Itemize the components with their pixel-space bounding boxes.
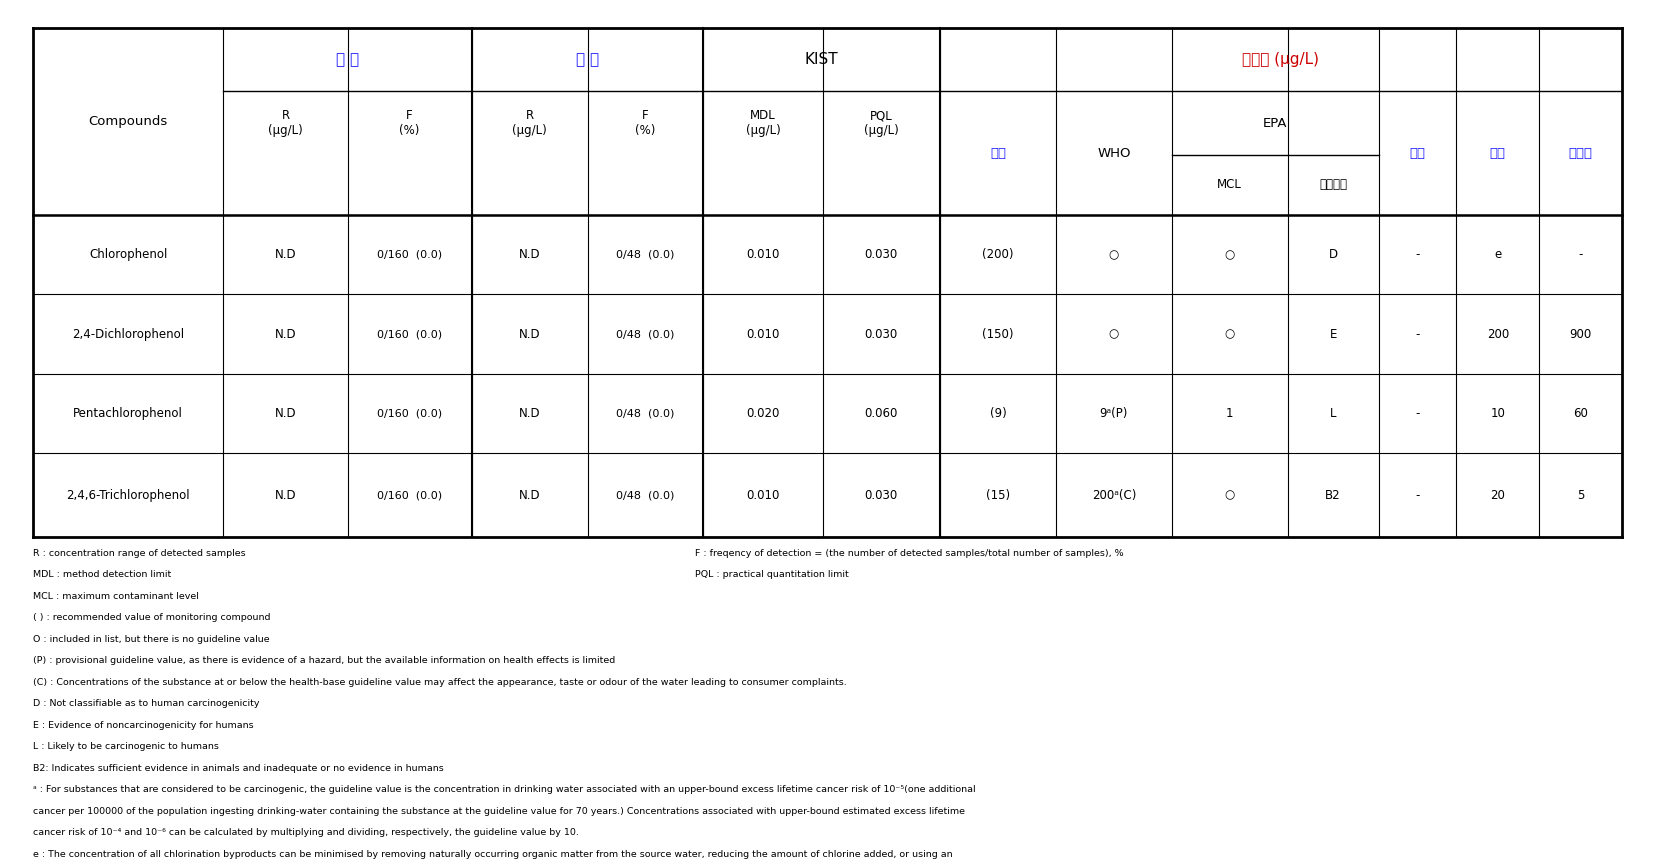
Text: 0.030: 0.030 — [864, 327, 899, 340]
Text: ( ) : recommended value of monitoring compound: ( ) : recommended value of monitoring co… — [33, 614, 271, 622]
Text: ᵃ : For substances that are considered to be carcinogenic, the guideline value i: ᵃ : For substances that are considered t… — [33, 786, 976, 794]
Text: ○: ○ — [1109, 248, 1119, 261]
Text: 0/48  (0.0): 0/48 (0.0) — [616, 329, 675, 339]
Text: D : Not classifiable as to human carcinogenicity: D : Not classifiable as to human carcino… — [33, 700, 260, 708]
Text: N.D: N.D — [275, 489, 296, 502]
Text: (P) : provisional guideline value, as there is evidence of a hazard, but the ava: (P) : provisional guideline value, as th… — [33, 656, 616, 665]
Text: 정 수: 정 수 — [336, 52, 359, 67]
Text: PQL
(μg/L): PQL (μg/L) — [864, 109, 899, 137]
Text: ○: ○ — [1225, 248, 1235, 261]
Text: e: e — [1494, 248, 1501, 261]
Text: 기준값 (μg/L): 기준값 (μg/L) — [1243, 52, 1319, 67]
Text: 캐나다: 캐나다 — [1569, 147, 1592, 160]
Text: (200): (200) — [981, 248, 1015, 261]
Text: -: - — [1579, 248, 1582, 261]
Text: WHO: WHO — [1097, 147, 1130, 160]
Text: -: - — [1415, 327, 1420, 340]
Text: 한국: 한국 — [990, 147, 1006, 160]
Text: 0/48  (0.0): 0/48 (0.0) — [616, 490, 675, 500]
Text: e : The concentration of all chlorination byproducts can be minimised by removin: e : The concentration of all chlorinatio… — [33, 850, 953, 858]
Text: 2,4,6-Trichlorophenol: 2,4,6-Trichlorophenol — [66, 489, 190, 502]
Text: 5: 5 — [1577, 489, 1584, 502]
Text: cancer per 100000 of the population ingesting drinking-water containing the subs: cancer per 100000 of the population inge… — [33, 806, 965, 816]
Text: ○: ○ — [1225, 327, 1235, 340]
Text: -: - — [1415, 248, 1420, 261]
Text: R : concentration range of detected samples: R : concentration range of detected samp… — [33, 549, 245, 558]
Text: 9ᵃ(P): 9ᵃ(P) — [1099, 407, 1129, 420]
Text: 원 수: 원 수 — [576, 52, 599, 67]
Text: 1: 1 — [1226, 407, 1233, 420]
Text: N.D: N.D — [275, 327, 296, 340]
Text: ○: ○ — [1109, 327, 1119, 340]
Text: 0.030: 0.030 — [864, 248, 899, 261]
Text: N.D: N.D — [518, 407, 541, 420]
Text: (150): (150) — [981, 327, 1015, 340]
Text: (C) : Concentrations of the substance at or below the health-base guideline valu: (C) : Concentrations of the substance at… — [33, 678, 847, 687]
Text: 0/160  (0.0): 0/160 (0.0) — [377, 329, 442, 339]
Text: MDL : method detection limit: MDL : method detection limit — [33, 570, 172, 579]
Text: 0.010: 0.010 — [746, 248, 780, 261]
Text: MCL: MCL — [1216, 179, 1243, 192]
Text: O : included in list, but there is no guideline value: O : included in list, but there is no gu… — [33, 635, 270, 644]
Text: 10: 10 — [1491, 407, 1504, 420]
Text: MDL
(μg/L): MDL (μg/L) — [746, 109, 780, 137]
Text: N.D: N.D — [275, 248, 296, 261]
Text: 2,4-Dichlorophenol: 2,4-Dichlorophenol — [73, 327, 184, 340]
Text: N.D: N.D — [518, 327, 541, 340]
Text: 0.060: 0.060 — [864, 407, 899, 420]
Text: 0/48  (0.0): 0/48 (0.0) — [616, 250, 675, 260]
Text: R
(μg/L): R (μg/L) — [268, 109, 303, 137]
Text: (9): (9) — [990, 407, 1006, 420]
Text: Pentachlorophenol: Pentachlorophenol — [73, 407, 184, 420]
Text: B2: Indicates sufficient evidence in animals and inadequate or no evidence in hu: B2: Indicates sufficient evidence in ani… — [33, 764, 444, 773]
Text: 0/160  (0.0): 0/160 (0.0) — [377, 250, 442, 260]
Text: EPA: EPA — [1263, 117, 1288, 130]
Text: L: L — [1331, 407, 1336, 420]
Text: N.D: N.D — [518, 248, 541, 261]
Text: 900: 900 — [1569, 327, 1592, 340]
Text: KIST: KIST — [804, 52, 839, 67]
Text: L : Likely to be carcinogenic to humans: L : Likely to be carcinogenic to humans — [33, 742, 218, 751]
Text: 0.020: 0.020 — [746, 407, 780, 420]
Text: -: - — [1415, 489, 1420, 502]
Text: E : Evidence of noncarcinogenicity for humans: E : Evidence of noncarcinogenicity for h… — [33, 720, 253, 730]
Text: 200ᵃ(C): 200ᵃ(C) — [1092, 489, 1135, 502]
Text: 20: 20 — [1491, 489, 1504, 502]
Text: Chlorophenol: Chlorophenol — [89, 248, 167, 261]
Text: N.D: N.D — [275, 407, 296, 420]
Text: D: D — [1329, 248, 1337, 261]
Text: 0.010: 0.010 — [746, 327, 780, 340]
Text: 0.010: 0.010 — [746, 489, 780, 502]
Text: 0/160  (0.0): 0/160 (0.0) — [377, 490, 442, 500]
Text: Compounds: Compounds — [89, 115, 167, 128]
Text: B2: B2 — [1326, 489, 1341, 502]
Text: 호주: 호주 — [1490, 147, 1506, 160]
Text: F : freqency of detection = (the number of detected samples/total number of samp: F : freqency of detection = (the number … — [695, 549, 1124, 558]
Text: (15): (15) — [986, 489, 1010, 502]
Text: ○: ○ — [1225, 489, 1235, 502]
Text: 60: 60 — [1574, 407, 1587, 420]
Text: cancer risk of 10⁻⁴ and 10⁻⁶ can be calculated by multiplying and dividing, resp: cancer risk of 10⁻⁴ and 10⁻⁶ can be calc… — [33, 828, 579, 837]
Text: R
(μg/L): R (μg/L) — [513, 109, 546, 137]
Text: 200: 200 — [1486, 327, 1509, 340]
Text: -: - — [1415, 407, 1420, 420]
Text: 0/48  (0.0): 0/48 (0.0) — [616, 409, 675, 418]
Text: N.D: N.D — [518, 489, 541, 502]
Text: 0/160  (0.0): 0/160 (0.0) — [377, 409, 442, 418]
Text: MCL : maximum contaminant level: MCL : maximum contaminant level — [33, 592, 199, 601]
Text: 0.030: 0.030 — [864, 489, 899, 502]
Text: 일본: 일본 — [1410, 147, 1425, 160]
Text: E: E — [1329, 327, 1337, 340]
Text: PQL : practical quantitation limit: PQL : practical quantitation limit — [695, 570, 849, 579]
Text: F
(%): F (%) — [399, 109, 420, 137]
Text: F
(%): F (%) — [636, 109, 655, 137]
Text: 발암그룹: 발암그룹 — [1319, 179, 1347, 192]
